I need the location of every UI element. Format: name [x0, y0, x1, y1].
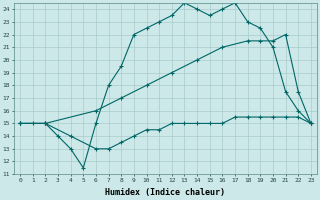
X-axis label: Humidex (Indice chaleur): Humidex (Indice chaleur) — [106, 188, 226, 197]
